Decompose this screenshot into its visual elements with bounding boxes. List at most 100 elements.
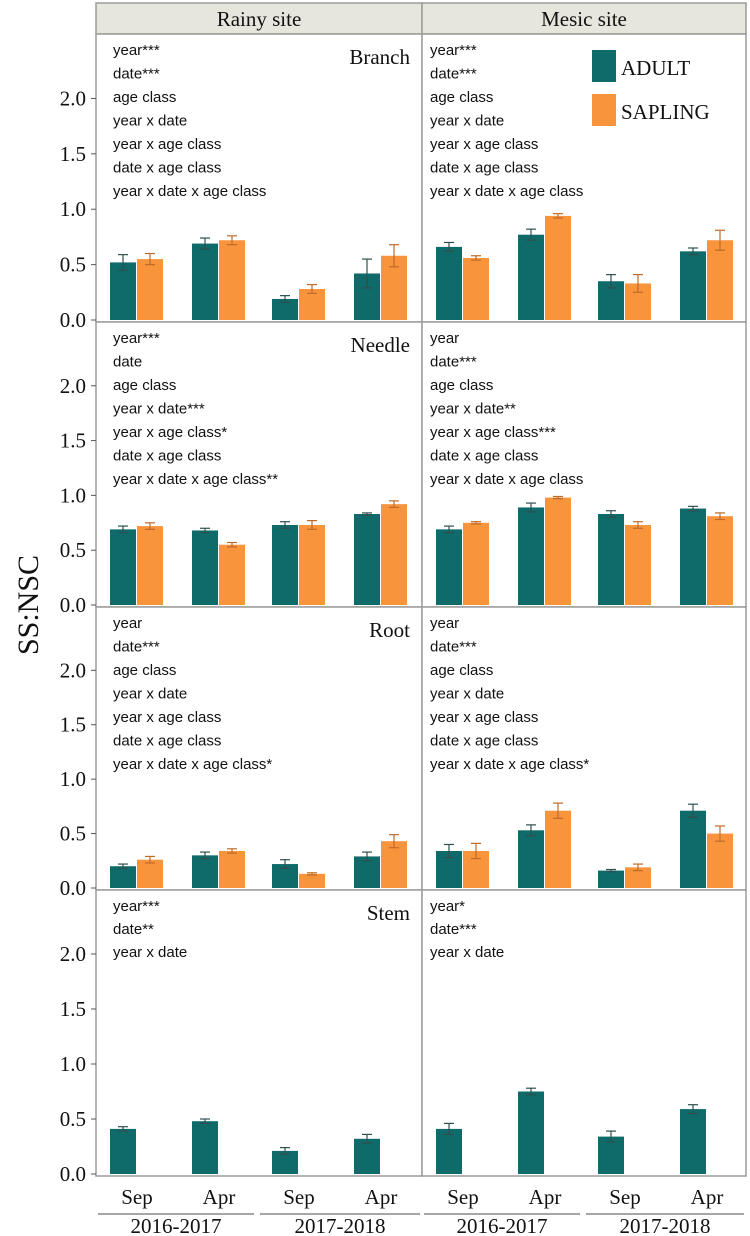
stat-term: year x date: [113, 944, 187, 961]
legend-swatch-sapling: [592, 94, 616, 126]
stat-term: year x age class: [113, 709, 221, 726]
y-tick-label: 1.0: [60, 1052, 86, 1076]
y-tick-label: 1.0: [60, 483, 86, 507]
legend-swatch-adult: [592, 50, 616, 82]
stat-term: year: [113, 615, 142, 632]
stat-term: year x date x age class*: [430, 756, 589, 773]
bar-sapling: [219, 240, 245, 320]
stat-term: date***: [113, 639, 160, 656]
y-tick-label: 1.0: [60, 197, 86, 221]
panel-frame: [95, 606, 423, 891]
y-tick-label: 1.0: [60, 767, 86, 791]
y-tick-label: 1.5: [60, 713, 86, 737]
bar-adult: [110, 529, 136, 605]
stat-term: year*: [430, 898, 465, 915]
bar-sapling: [545, 497, 571, 605]
y-tick-label: 1.5: [60, 142, 86, 166]
bar-adult: [518, 507, 544, 605]
y-tick-label: 1.5: [60, 429, 86, 453]
bar-adult: [436, 529, 462, 605]
bar-sapling: [219, 850, 245, 888]
x-category-label: Apr: [365, 1185, 398, 1209]
bar-adult: [272, 864, 298, 888]
stat-term: year x age class*: [113, 424, 227, 441]
bar-adult: [192, 243, 218, 320]
year-group-label: 2016-2017: [131, 1214, 222, 1236]
stat-term: year x date: [113, 113, 187, 130]
stat-term: date***: [430, 354, 477, 371]
bar-sapling: [219, 544, 245, 605]
tissue-label: Needle: [351, 333, 410, 357]
bar-adult: [598, 870, 624, 888]
y-tick-label: 2.0: [60, 942, 86, 966]
bar-sapling: [707, 516, 733, 605]
bar-adult: [272, 524, 298, 605]
stat-term: date x age class: [430, 448, 538, 465]
bar-sapling: [625, 524, 651, 605]
stat-term: year x date x age class*: [113, 756, 272, 773]
column-header-1: [421, 2, 747, 35]
tissue-label: Branch: [349, 45, 410, 69]
bar-adult: [110, 262, 136, 320]
x-category-label: Apr: [691, 1185, 724, 1209]
stat-term: date x age class: [113, 160, 221, 177]
bar-adult: [192, 1121, 218, 1174]
bar-adult: [354, 1138, 380, 1174]
year-group-label: 2017-2018: [295, 1214, 386, 1236]
stat-term: year x age class***: [430, 424, 556, 441]
bar-sapling: [137, 526, 163, 605]
x-category-label: Sep: [447, 1185, 479, 1209]
stat-term: year x date: [430, 113, 504, 130]
bar-adult: [192, 855, 218, 888]
year-group-label: 2017-2018: [620, 1214, 711, 1236]
column-header-0: [95, 2, 423, 35]
stat-term: year x date: [113, 686, 187, 703]
bar-adult: [518, 830, 544, 888]
stat-term: age class: [113, 89, 176, 106]
bar-adult: [598, 514, 624, 605]
bar-adult: [354, 514, 380, 605]
stat-term: date x age class: [430, 733, 538, 750]
y-tick-label: 0.0: [60, 1162, 86, 1186]
stat-term: date***: [113, 66, 160, 83]
bar-sapling: [137, 259, 163, 320]
bar-adult: [680, 508, 706, 605]
y-tick-label: 0.5: [60, 253, 86, 277]
bar-sapling: [625, 867, 651, 888]
y-tick-label: 2.0: [60, 86, 86, 110]
stat-term: year***: [113, 42, 160, 59]
stat-term: date***: [430, 639, 477, 656]
year-group-label: 2016-2017: [457, 1214, 548, 1236]
stat-term: age class: [113, 662, 176, 679]
stat-term: year x date x age class: [113, 183, 266, 200]
stat-term: date: [113, 354, 142, 371]
bar-adult: [680, 810, 706, 888]
bar-sapling: [381, 841, 407, 888]
y-tick-label: 2.0: [60, 658, 86, 682]
y-tick-label: 0.0: [60, 308, 86, 332]
stat-term: age class: [113, 377, 176, 394]
stat-term: year: [430, 330, 459, 347]
tissue-label: Root: [369, 618, 410, 642]
stat-term: year x date***: [113, 401, 205, 418]
bar-adult: [354, 856, 380, 888]
bar-adult: [272, 1150, 298, 1174]
y-tick-label: 0.5: [60, 1107, 86, 1131]
y-tick-label: 0.5: [60, 538, 86, 562]
stat-term: year x date x age class: [430, 183, 583, 200]
bar-adult: [680, 1109, 706, 1174]
bar-sapling: [545, 810, 571, 888]
y-tick-label: 2.0: [60, 374, 86, 398]
stat-term: year x date**: [430, 401, 516, 418]
legend-label: ADULT: [621, 56, 690, 80]
panel-frame: [95, 889, 423, 1177]
y-axis-label: SS:NSC: [12, 555, 45, 655]
stat-term: year x date: [430, 944, 504, 961]
stat-term: year***: [113, 898, 160, 915]
x-category-label: Sep: [283, 1185, 315, 1209]
x-category-label: Apr: [203, 1185, 236, 1209]
bar-sapling: [463, 522, 489, 605]
bar-sapling: [463, 257, 489, 320]
stat-term: age class: [430, 89, 493, 106]
